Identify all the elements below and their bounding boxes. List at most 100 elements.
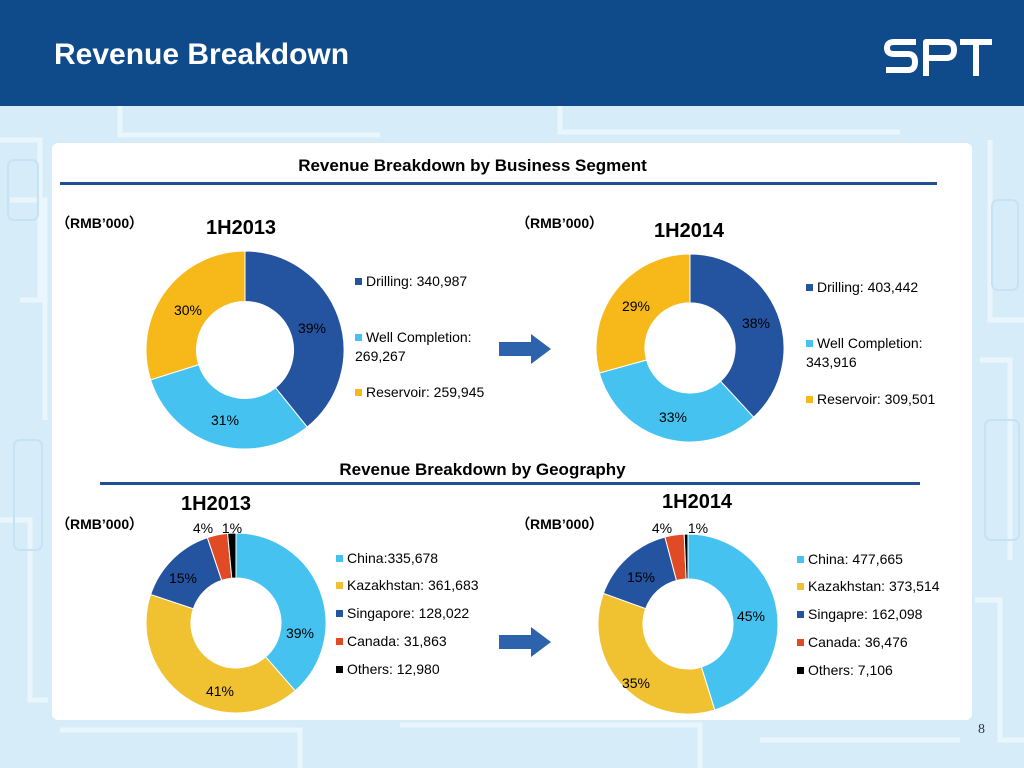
unit-label: （RMB’000） (516, 516, 604, 532)
legend-item: Canada: 36,476 (797, 633, 908, 652)
donut-slice-well-completion (149, 363, 308, 450)
legend-swatch (797, 639, 804, 646)
data-label-percent: 39% (298, 320, 326, 336)
legend-item: Well Completion: 269,267 (355, 328, 490, 366)
legend-label: Reservoir: 259,945 (366, 384, 485, 400)
chart-title-business-1h2014: 1H2014 (654, 220, 725, 242)
donut-chart-business-1h2013: 39% 31% 30% (145, 250, 345, 450)
data-label-percent: 4% (652, 520, 672, 536)
donut-slice-china (687, 533, 779, 711)
legend-label: Singapre: 162,098 (808, 606, 923, 622)
page-number: 8 (978, 722, 985, 737)
donut-slice-others (683, 533, 689, 580)
legend-item: Drilling: 340,987 (355, 272, 467, 291)
data-label-percent: 29% (622, 298, 650, 314)
chart-title-business-1h2013: 1H2013 (206, 217, 277, 239)
donut-slice-well-completion (598, 359, 755, 443)
legend-label: China:335,678 (347, 550, 439, 566)
legend-swatch (797, 667, 804, 674)
legend-label: Reservoir: 309,501 (817, 391, 936, 407)
legend-swatch (797, 583, 804, 590)
legend-label: Singapore: 128,022 (347, 605, 470, 621)
donut-chart-geography-1h2014: 45% 35% 15% 4% 1% (597, 520, 779, 715)
legend-item: Kazakhstan: 361,683 (336, 576, 479, 595)
donut-chart-business-1h2014: 38% 33% 29% (595, 253, 785, 443)
data-label-percent: 1% (222, 520, 242, 536)
legend-geography-1h2014: China: 477,665 Kazakhstan: 373,514 Singa… (797, 550, 967, 690)
data-label-percent: 41% (206, 683, 234, 699)
legend-item: Singapre: 162,098 (797, 605, 922, 624)
legend-swatch (336, 582, 343, 589)
legend-label: Well Completion: 269,267 (355, 329, 472, 364)
legend-swatch (806, 284, 813, 291)
legend-swatch (806, 396, 813, 403)
legend-swatch (336, 610, 343, 617)
legend-swatch (797, 556, 804, 563)
legend-item: Well Completion: 343,916 (806, 334, 951, 372)
chart-title-geography-1h2014: 1H2014 (662, 491, 733, 513)
donut-slice-others (227, 532, 237, 579)
data-label-percent: 1% (688, 520, 708, 536)
legend-business-1h2013: Drilling: 340,987 Well Completion: 269,2… (355, 272, 495, 412)
legend-item: Drilling: 403,442 (806, 278, 918, 297)
legend-label: Canada: 31,863 (347, 633, 447, 649)
donut-slice-drilling (689, 253, 785, 418)
legend-item: Reservoir: 309,501 (806, 390, 935, 409)
donut-slice-kazakhstan (145, 593, 296, 714)
chart-title-geography-1h2013: 1H2013 (181, 493, 252, 515)
unit-label: （RMB’000） (516, 215, 604, 231)
legend-item: Canada: 31,863 (336, 632, 447, 651)
arrow-right-icon (499, 334, 551, 364)
legend-business-1h2014: Drilling: 403,442 Well Completion: 343,9… (806, 278, 956, 418)
legend-swatch (355, 389, 362, 396)
page-title: Revenue Breakdown (54, 38, 350, 71)
data-label-percent: 33% (659, 409, 687, 425)
legend-label: Drilling: 340,987 (366, 273, 468, 289)
data-label-percent: 31% (211, 412, 239, 428)
unit-label: （RMB’000） (56, 215, 144, 231)
donut-slice-kazakhstan (597, 592, 716, 715)
data-label-percent: 4% (193, 520, 213, 536)
legend-label: Kazakhstan: 373,514 (808, 578, 940, 594)
legend-swatch (797, 611, 804, 618)
data-label-percent: 15% (627, 569, 655, 585)
legend-item: Kazakhstan: 373,514 (797, 577, 940, 596)
legend-label: Kazakhstan: 361,683 (347, 577, 479, 593)
legend-item: Singapore: 128,022 (336, 604, 469, 623)
geography-section-rule (100, 482, 920, 485)
legend-item: Others: 12,980 (336, 660, 440, 679)
legend-item: China: 477,665 (797, 550, 903, 569)
spt-logo (884, 39, 992, 76)
data-label-percent: 38% (742, 315, 770, 331)
data-label-percent: 30% (174, 302, 202, 318)
donut-chart-geography-1h2013: 39% 41% 15% 4% 1% (145, 520, 327, 714)
donut-slice-reservoir (145, 250, 246, 381)
business-section-rule (60, 182, 937, 185)
data-label-percent: 35% (622, 675, 650, 691)
legend-item: Reservoir: 259,945 (355, 383, 484, 402)
legend-swatch (355, 278, 362, 285)
legend-label: Others: 7,106 (808, 662, 893, 678)
header-bar: Revenue Breakdown (0, 0, 1024, 106)
legend-item: China:335,678 (336, 549, 438, 568)
legend-label: Others: 12,980 (347, 661, 440, 677)
legend-swatch (336, 666, 343, 673)
legend-item: Others: 7,106 (797, 661, 893, 680)
arrow-right-icon (499, 627, 551, 657)
legend-label: China: 477,665 (808, 551, 903, 567)
legend-label: Well Completion: 343,916 (806, 335, 923, 370)
legend-label: Canada: 36,476 (808, 634, 908, 650)
donut-slice-china (235, 532, 327, 692)
donut-slice-drilling (244, 250, 345, 428)
legend-swatch (355, 334, 362, 341)
geography-section-title: Revenue Breakdown by Geography (339, 460, 626, 479)
business-section-title: Revenue Breakdown by Business Segment (298, 156, 647, 175)
legend-swatch (806, 340, 813, 347)
unit-label: （RMB’000） (56, 516, 144, 532)
legend-label: Drilling: 403,442 (817, 279, 919, 295)
donut-slice-reservoir (595, 253, 691, 374)
data-label-percent: 45% (737, 608, 765, 624)
data-label-percent: 15% (169, 570, 197, 586)
legend-geography-1h2013: China:335,678 Kazakhstan: 361,683 Singap… (336, 549, 506, 689)
